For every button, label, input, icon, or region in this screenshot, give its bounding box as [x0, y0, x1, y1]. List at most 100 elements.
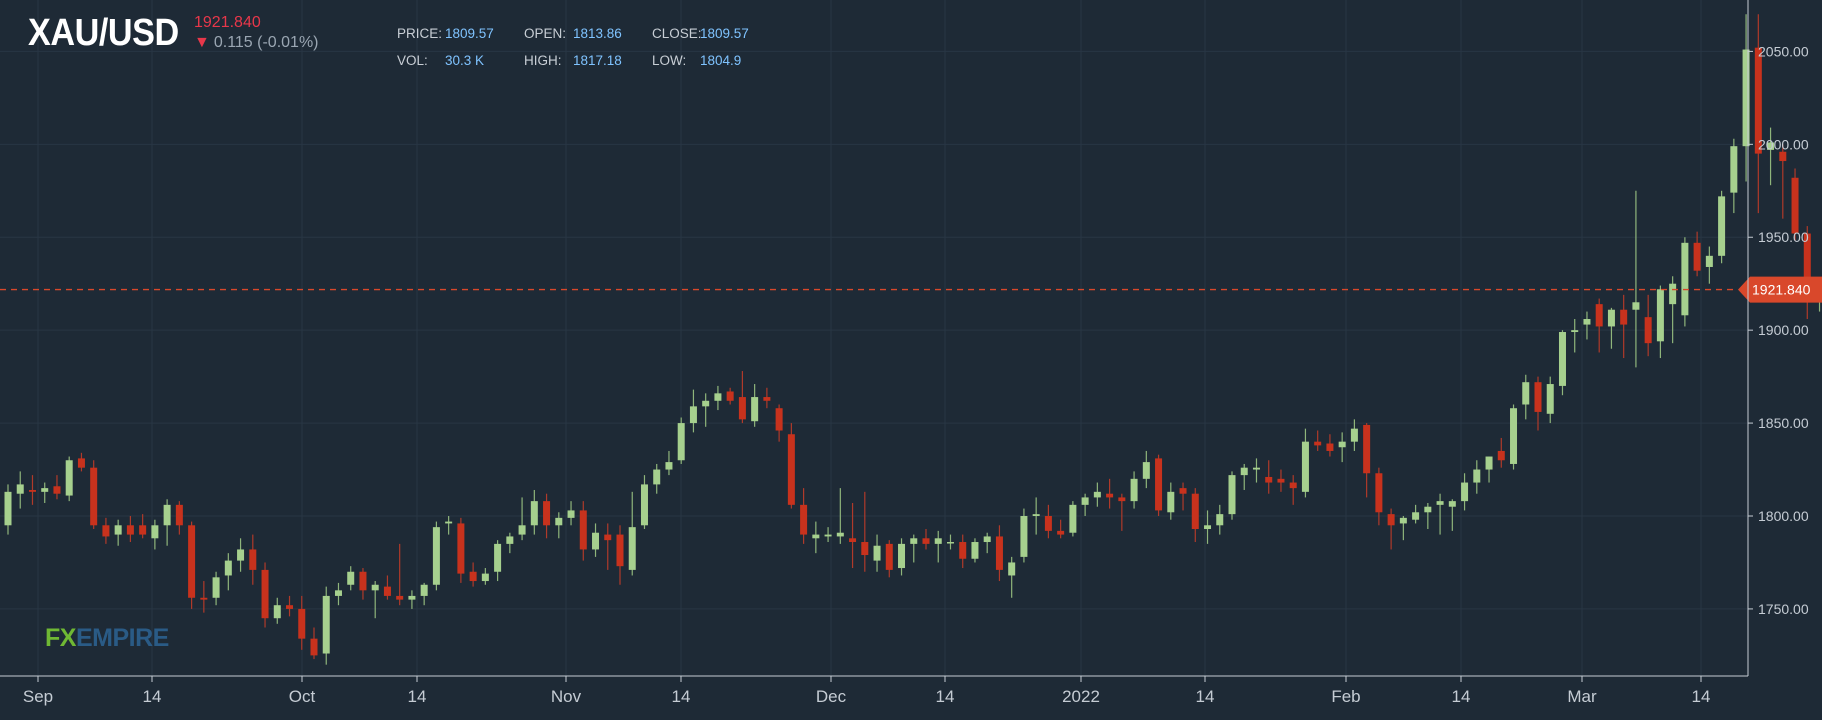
- candle: [1363, 423, 1371, 498]
- candle: [873, 534, 881, 572]
- candle-body: [579, 510, 587, 550]
- candle: [151, 519, 159, 550]
- high-label: HIGH:: [524, 53, 562, 68]
- candle: [1448, 499, 1456, 531]
- candles: [4, 14, 1822, 665]
- candle-body: [261, 569, 269, 619]
- candle: [959, 534, 967, 569]
- candle-body: [126, 525, 134, 535]
- candle-body: [1436, 501, 1444, 505]
- candle-body: [102, 525, 110, 537]
- candle-body: [763, 397, 771, 401]
- low-value: 1804.9: [700, 53, 742, 68]
- candle-body: [873, 545, 881, 561]
- candle: [1754, 14, 1762, 214]
- candle-body: [726, 391, 734, 401]
- grid: [0, 0, 1748, 676]
- candle: [273, 597, 281, 624]
- candle-body: [1448, 501, 1456, 507]
- candle: [1644, 294, 1652, 357]
- y-tick-label: 1800.00: [1758, 508, 1809, 524]
- candle-body: [371, 584, 379, 591]
- candle: [1069, 501, 1077, 537]
- candle-body: [1106, 493, 1114, 498]
- candle: [653, 463, 661, 494]
- candle-body: [812, 534, 820, 539]
- candle-body: [286, 605, 294, 609]
- candle: [1338, 432, 1346, 463]
- candle-body: [1779, 151, 1787, 162]
- candle-body: [359, 571, 367, 591]
- symbol-title: XAU/USD: [28, 12, 179, 54]
- candle-body: [971, 542, 979, 559]
- candle: [702, 393, 710, 427]
- candle-body: [1620, 309, 1628, 325]
- candle: [481, 568, 489, 585]
- candle-body: [824, 534, 832, 537]
- x-tick-label: 14: [408, 687, 427, 706]
- candle: [1620, 294, 1628, 359]
- candle-body: [653, 469, 661, 485]
- candle: [41, 482, 49, 503]
- candle-body: [665, 462, 673, 470]
- candle-body: [898, 543, 906, 569]
- candle-body: [1767, 142, 1775, 150]
- stats-values-2: 1813.86 1817.18: [573, 20, 622, 74]
- candle-body: [151, 525, 159, 539]
- y-tick-label: 2000.00: [1758, 136, 1809, 152]
- candle: [1436, 493, 1444, 535]
- candle-body: [1314, 441, 1322, 446]
- candle: [1558, 330, 1566, 396]
- candle: [1803, 226, 1811, 320]
- candle-body: [4, 491, 12, 526]
- candle: [1106, 478, 1114, 509]
- candle-body: [922, 538, 930, 544]
- price-line-layer: 1921.840: [0, 276, 1822, 303]
- stats-values-3: 1809.57 1804.9: [700, 20, 749, 74]
- price-change: ▼ 0.115 (-0.01%): [194, 34, 319, 52]
- candle: [836, 488, 844, 544]
- candle-body: [1228, 475, 1236, 515]
- candle: [1718, 190, 1726, 264]
- candle: [1204, 510, 1212, 544]
- candle-body: [65, 460, 73, 496]
- candle-body: [1130, 478, 1138, 502]
- candle-body: [175, 504, 183, 526]
- candle-body: [1607, 309, 1615, 327]
- x-tick-label: Sep: [23, 687, 53, 706]
- stats-labels-2: OPEN: HIGH:: [524, 20, 566, 74]
- candle-body: [200, 597, 208, 600]
- candle: [1155, 454, 1163, 516]
- candle: [1669, 276, 1677, 344]
- down-arrow-icon: ▼: [194, 34, 210, 51]
- close-label: CLOSE:: [652, 26, 702, 41]
- candle: [1008, 556, 1016, 598]
- candle-body: [775, 408, 783, 431]
- candle: [1277, 469, 1285, 492]
- candle-body: [1399, 517, 1407, 524]
- change-value: 0.115 (-0.01%): [213, 34, 319, 51]
- candle-body: [1363, 424, 1371, 474]
- candle: [1167, 482, 1175, 520]
- candle: [286, 595, 294, 617]
- candle: [175, 501, 183, 535]
- candle-body: [383, 586, 391, 596]
- candle: [212, 571, 220, 606]
- candle-body: [1081, 497, 1089, 505]
- candle-body: [1240, 467, 1248, 476]
- candle-body: [249, 549, 257, 570]
- candle-body: [212, 577, 220, 598]
- candle: [640, 475, 648, 530]
- candle: [506, 532, 514, 554]
- candle: [1387, 508, 1395, 550]
- candle: [1289, 475, 1297, 505]
- candle-body: [273, 605, 281, 619]
- candle-body: [800, 504, 808, 535]
- candle-body: [787, 434, 795, 505]
- candle-body: [555, 517, 563, 526]
- candle: [1571, 319, 1579, 353]
- candle-body: [628, 527, 636, 570]
- candle-body: [1179, 488, 1187, 494]
- stats-values-1: 1809.57 30.3 K: [445, 20, 494, 74]
- candle: [1118, 493, 1126, 531]
